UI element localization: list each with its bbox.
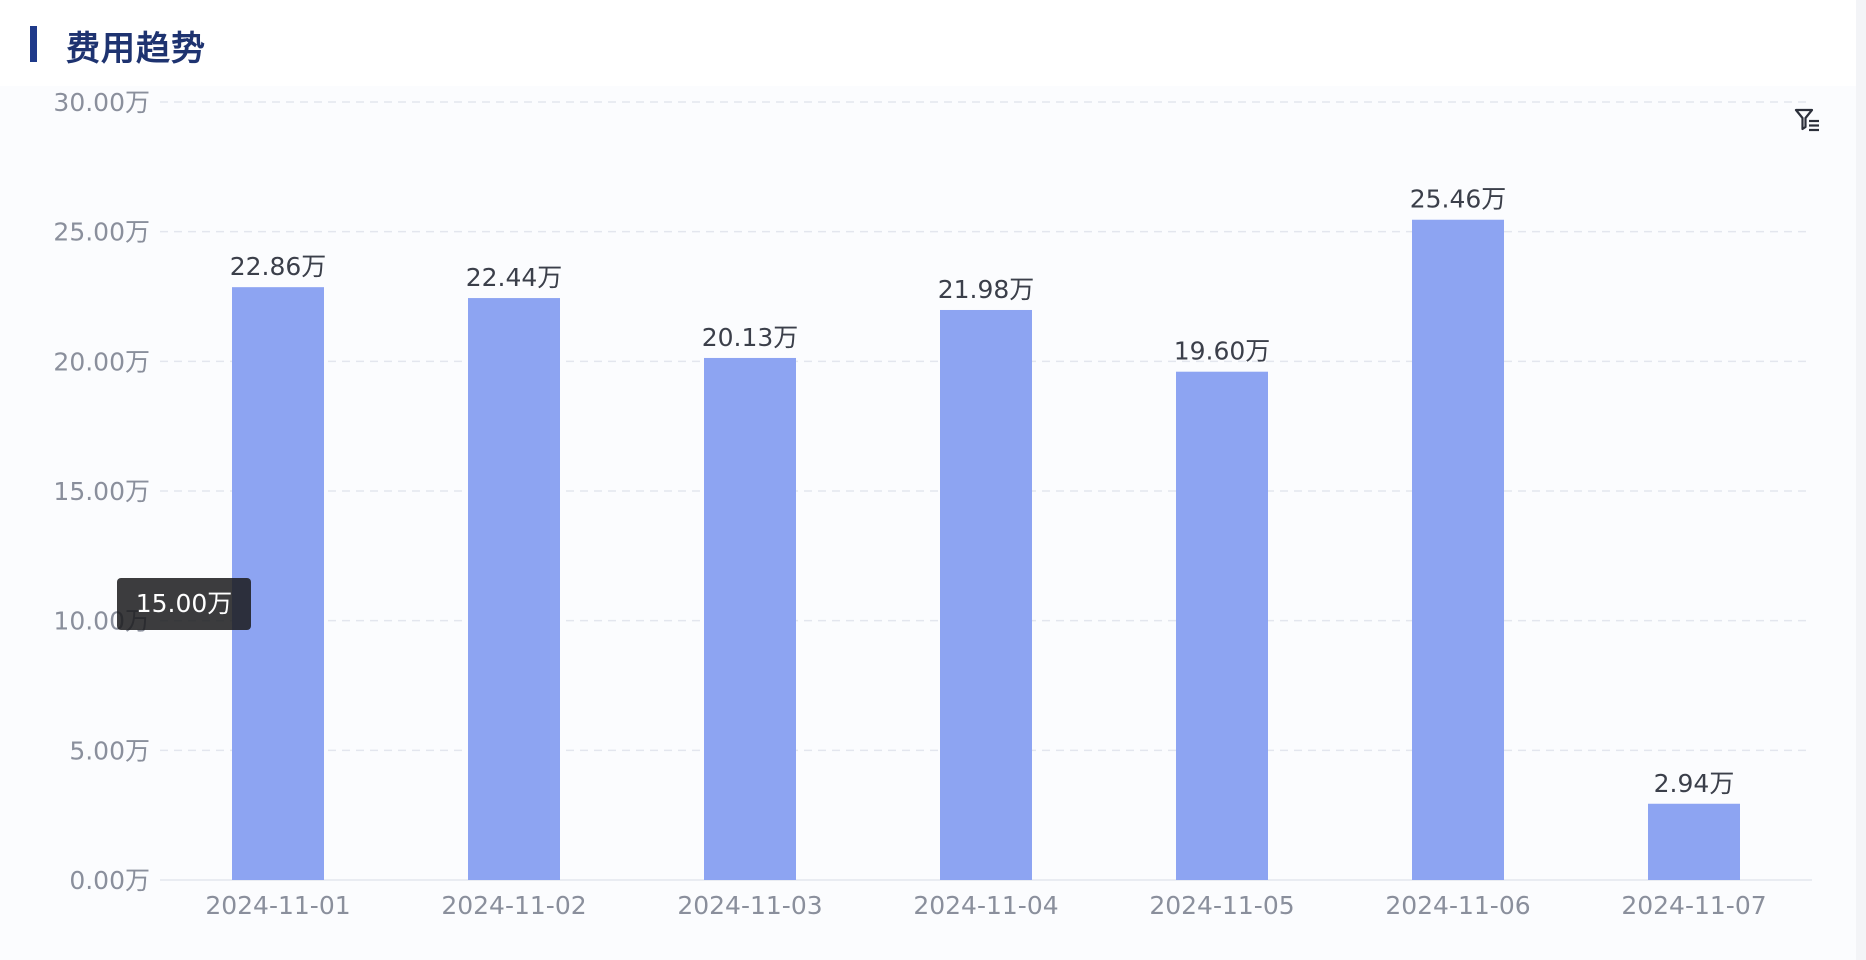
y-tick-label: 15.00万 xyxy=(53,477,150,506)
x-tick-label: 2024-11-04 xyxy=(913,891,1058,920)
bar-value-label: 25.46万 xyxy=(1410,185,1507,214)
section-header: 费用趋势 xyxy=(0,0,1866,88)
y-tick-label: 0.00万 xyxy=(69,866,150,895)
x-tick-label: 2024-11-05 xyxy=(1149,891,1294,920)
scrollbar-track xyxy=(1856,0,1866,960)
y-tick-label: 5.00万 xyxy=(69,736,150,765)
bar-value-labels: 22.86万 22.44万 20.13万 21.98万 19.60万 25.46万 2.94… xyxy=(230,185,1735,798)
bar[interactable] xyxy=(704,357,796,880)
bars xyxy=(232,219,1740,881)
y-tick-label: 25.00万 xyxy=(53,218,150,247)
chart-tooltip: 15.00万 xyxy=(117,578,251,630)
bar[interactable] xyxy=(468,298,560,880)
bar-value-label: 21.98万 xyxy=(938,275,1035,304)
filter-settings-icon[interactable] xyxy=(1792,104,1824,136)
x-tick-label: 2024-11-06 xyxy=(1385,891,1530,920)
section-title: 费用趋势 xyxy=(66,29,206,69)
x-tick-label: 2024-11-07 xyxy=(1621,891,1766,920)
bar[interactable] xyxy=(1176,371,1268,880)
bar-value-label: 20.13万 xyxy=(702,323,799,352)
y-tick-label: 30.00万 xyxy=(53,88,150,117)
x-tick-label: 2024-11-02 xyxy=(441,891,586,920)
bar[interactable] xyxy=(1648,803,1740,880)
title-accent-bar xyxy=(30,26,37,62)
bar-value-label: 22.44万 xyxy=(466,263,563,292)
bar-value-label: 22.86万 xyxy=(230,252,327,281)
x-tick-label: 2024-11-01 xyxy=(205,891,350,920)
bar-value-label: 19.60万 xyxy=(1174,337,1271,366)
x-tick-label: 2024-11-03 xyxy=(677,891,822,920)
y-tick-label: 20.00万 xyxy=(53,347,150,376)
bar[interactable] xyxy=(940,309,1032,880)
bar[interactable] xyxy=(1412,219,1504,881)
bar-value-label: 2.94万 xyxy=(1654,769,1735,798)
x-axis-labels: 2024-11-01 2024-11-02 2024-11-03 2024-11-04… xyxy=(205,891,1766,920)
